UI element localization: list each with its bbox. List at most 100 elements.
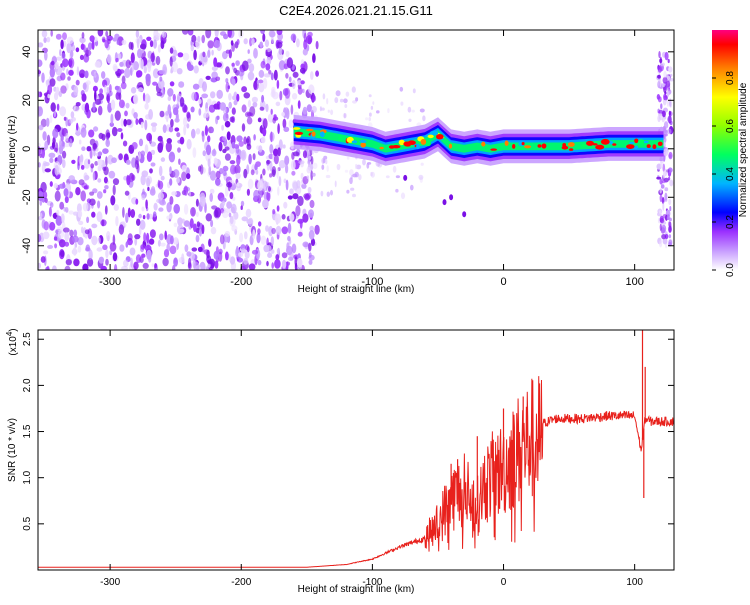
ridge-hotspot bbox=[643, 140, 649, 144]
noise-blob bbox=[97, 30, 104, 37]
noise-blob bbox=[281, 226, 289, 235]
noise-blob bbox=[195, 198, 199, 207]
spectrogram-x-tick-label: -100 bbox=[361, 276, 383, 288]
noise-blob bbox=[193, 261, 200, 270]
noise-blob bbox=[246, 138, 250, 144]
noise-blob bbox=[315, 70, 319, 77]
ridge-hotspot bbox=[580, 143, 588, 147]
noise-blob bbox=[661, 234, 666, 240]
noise-blob bbox=[302, 48, 308, 56]
noise-blob bbox=[285, 72, 289, 79]
noise-blob bbox=[167, 88, 174, 97]
noise-blob bbox=[311, 105, 317, 113]
noise-blob bbox=[253, 189, 260, 200]
noise-blob bbox=[131, 174, 136, 181]
noise-blob bbox=[86, 146, 92, 152]
ridge-hotspot bbox=[481, 141, 486, 147]
noise-blob bbox=[319, 106, 322, 112]
noise-blob bbox=[84, 229, 90, 235]
noise-blob bbox=[168, 151, 176, 163]
snr-panel: -300 -200 -100 0 100 0.5 1.0 1.5 2.0 2.5 Height … bbox=[5, 328, 675, 595]
snr-xlabel: Height of straight line (km) bbox=[298, 584, 415, 595]
noise-blob bbox=[150, 162, 156, 167]
noise-blob bbox=[270, 236, 274, 247]
noise-blob bbox=[63, 142, 70, 148]
noise-blob bbox=[668, 221, 671, 227]
noise-blob bbox=[164, 230, 167, 240]
noise-blob bbox=[310, 170, 314, 181]
noise-blob bbox=[274, 213, 282, 224]
noise-blob bbox=[49, 157, 54, 163]
noise-blob bbox=[264, 39, 270, 48]
noise-blob bbox=[326, 191, 330, 197]
noise-blob bbox=[303, 39, 308, 50]
noise-blob bbox=[663, 93, 667, 101]
noise-blob bbox=[53, 110, 57, 118]
noise-blob bbox=[668, 234, 672, 239]
noise-blob bbox=[145, 175, 153, 185]
noise-blob bbox=[277, 123, 280, 135]
noise-blob bbox=[47, 84, 53, 95]
noise-blob bbox=[58, 183, 66, 189]
noise-blob bbox=[252, 153, 256, 161]
noise-blob bbox=[419, 108, 425, 113]
noise-blob bbox=[162, 257, 169, 267]
noise-blob bbox=[395, 175, 400, 179]
noise-blob bbox=[314, 224, 320, 235]
noise-blob bbox=[321, 107, 325, 111]
noise-blob bbox=[205, 213, 212, 222]
ridge-hotspot bbox=[338, 135, 343, 142]
noise-blob bbox=[660, 184, 665, 189]
noise-blob bbox=[73, 85, 79, 96]
noise-blob bbox=[104, 185, 109, 190]
noise-blob bbox=[283, 107, 289, 116]
noise-blob bbox=[199, 164, 204, 175]
noise-blob bbox=[240, 200, 245, 207]
noise-blob bbox=[307, 31, 313, 38]
noise-blob bbox=[150, 52, 155, 63]
noise-blob bbox=[320, 190, 324, 197]
ridge-hotspot bbox=[638, 139, 645, 144]
noise-blob bbox=[38, 59, 43, 67]
noise-blob bbox=[169, 47, 174, 54]
noise-blob bbox=[226, 201, 233, 209]
noise-blob bbox=[84, 49, 92, 57]
colorbar-tick-label: 0.4 bbox=[725, 167, 736, 181]
noise-blob bbox=[311, 149, 314, 155]
noise-blob bbox=[277, 186, 280, 196]
ridge-hotspot bbox=[420, 138, 427, 145]
noise-blob bbox=[118, 224, 125, 235]
noise-blob bbox=[197, 35, 201, 43]
noise-blob bbox=[659, 115, 664, 121]
noise-blob bbox=[62, 227, 70, 233]
noise-blob bbox=[140, 43, 147, 50]
noise-blob bbox=[176, 177, 180, 184]
noise-blob bbox=[141, 194, 146, 201]
noise-blob bbox=[113, 204, 120, 211]
noise-blob bbox=[244, 111, 252, 118]
noise-blob bbox=[40, 256, 46, 263]
noise-blob bbox=[72, 235, 79, 243]
noise-blob bbox=[176, 68, 183, 75]
noise-blob bbox=[224, 146, 230, 151]
noise-blob bbox=[355, 97, 359, 102]
noise-blob bbox=[103, 176, 108, 184]
noise-blob bbox=[244, 231, 248, 240]
noise-blob bbox=[56, 209, 60, 216]
noise-blob bbox=[241, 86, 248, 93]
noise-blob bbox=[257, 228, 261, 235]
noise-blob bbox=[275, 101, 281, 107]
noise-blob bbox=[266, 190, 271, 202]
noise-blob bbox=[201, 93, 209, 99]
noise-blob bbox=[130, 257, 133, 268]
noise-blob bbox=[196, 211, 199, 218]
noise-blob bbox=[145, 73, 151, 82]
noise-blob bbox=[142, 92, 146, 102]
noise-blob bbox=[199, 196, 206, 207]
noise-blob bbox=[351, 86, 356, 93]
noise-blob bbox=[123, 118, 127, 127]
noise-blob bbox=[260, 30, 265, 34]
noise-blob bbox=[260, 235, 267, 245]
noise-blob bbox=[170, 235, 174, 245]
